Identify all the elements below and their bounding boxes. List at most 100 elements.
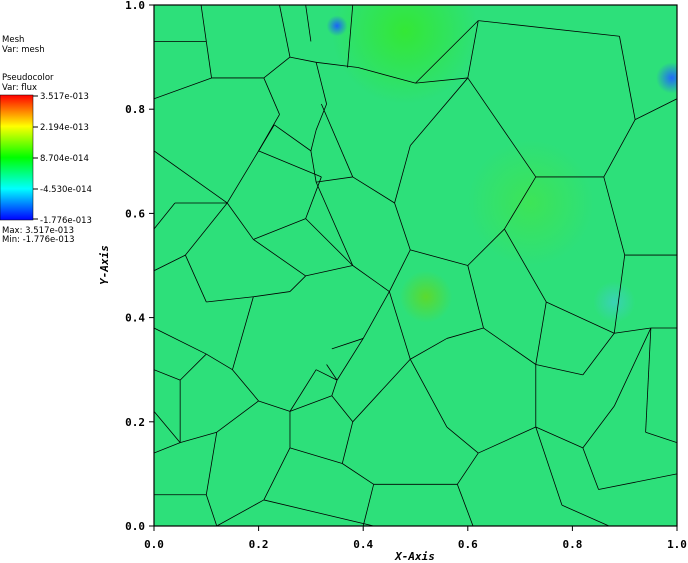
mesh-edge bbox=[409, 359, 448, 428]
x-tick-label: 1.0 bbox=[667, 538, 687, 551]
mesh-edge bbox=[274, 124, 312, 152]
mesh-edge bbox=[305, 176, 322, 219]
colorbar-ticks bbox=[33, 95, 38, 220]
mesh-edge bbox=[205, 494, 218, 526]
mesh-edge bbox=[316, 176, 353, 183]
mesh-edge bbox=[200, 5, 207, 42]
mesh-edge bbox=[614, 327, 651, 334]
mesh-edge bbox=[331, 338, 364, 350]
x-axis-title: X-Axis bbox=[394, 550, 435, 563]
mesh-edge bbox=[546, 301, 615, 334]
mesh-edge bbox=[362, 291, 390, 339]
mesh-edge bbox=[446, 327, 484, 339]
mesh-edge bbox=[582, 332, 615, 376]
mesh-edge bbox=[504, 228, 547, 303]
mesh-edge bbox=[154, 254, 186, 272]
field-highlight bbox=[593, 281, 636, 323]
mesh-edge bbox=[478, 20, 620, 37]
y-tick-label: 0.0 bbox=[125, 520, 145, 533]
mesh-edge bbox=[603, 119, 636, 178]
mesh-edge bbox=[206, 353, 233, 371]
mesh-edge bbox=[410, 249, 468, 266]
colorbar-label-max: 3.517e-013 bbox=[40, 92, 89, 102]
mesh-edge bbox=[645, 431, 677, 444]
mesh-edge bbox=[467, 77, 537, 178]
mesh-edge bbox=[289, 369, 317, 412]
mesh-edge bbox=[226, 202, 254, 240]
mesh-edge bbox=[305, 218, 354, 266]
mesh-edge bbox=[535, 364, 583, 376]
mesh-edge bbox=[634, 98, 677, 120]
mesh-edge bbox=[535, 301, 547, 365]
mesh-edge bbox=[467, 265, 484, 329]
mesh-edge bbox=[352, 265, 390, 292]
mesh-edge bbox=[603, 176, 626, 256]
mesh-edge bbox=[154, 150, 228, 204]
mesh-edge bbox=[388, 249, 411, 292]
mesh-edge bbox=[388, 291, 411, 360]
mesh-edge bbox=[619, 36, 636, 120]
mesh-edge bbox=[310, 129, 317, 151]
mesh-edge bbox=[154, 202, 176, 230]
mesh-edge bbox=[258, 400, 291, 412]
mesh-edge bbox=[415, 20, 479, 84]
data-min-label: Min: -1.776e-013 bbox=[2, 235, 75, 245]
mesh-edge bbox=[456, 484, 474, 526]
mesh-edge bbox=[289, 275, 306, 292]
x-tick-label: 0.6 bbox=[458, 538, 478, 551]
mesh-edge bbox=[258, 150, 322, 178]
mesh-edge bbox=[179, 353, 207, 381]
plot-area bbox=[154, 5, 677, 526]
mesh-edge bbox=[326, 364, 338, 381]
colorbar-label-min: -1.776e-013 bbox=[40, 216, 92, 226]
mesh-edge bbox=[410, 338, 448, 360]
mesh-edge bbox=[598, 473, 677, 490]
mesh-edge bbox=[263, 77, 280, 115]
y-tick-label: 0.8 bbox=[125, 103, 145, 116]
x-tick-label: 0.4 bbox=[353, 538, 373, 551]
y-tick-label: 1.0 bbox=[125, 0, 145, 12]
mesh-edge bbox=[613, 255, 626, 334]
mesh-edge bbox=[331, 395, 354, 423]
colorbar-label-2: 2.194e-013 bbox=[40, 123, 89, 133]
mesh-edge bbox=[226, 150, 259, 204]
mesh-edge bbox=[206, 296, 254, 303]
mesh-edge bbox=[289, 56, 317, 63]
mesh-edge bbox=[467, 228, 505, 266]
field-highlight bbox=[331, 5, 479, 104]
mesh-edge bbox=[315, 103, 327, 131]
mesh-edge bbox=[263, 447, 291, 501]
x-tick-label: 0.8 bbox=[562, 538, 582, 551]
plot-frame bbox=[153, 4, 678, 527]
mesh-edge bbox=[205, 41, 212, 78]
mesh-edge bbox=[362, 484, 375, 526]
mesh-edge bbox=[409, 77, 469, 146]
mesh-edge bbox=[289, 447, 343, 464]
mesh-edge bbox=[154, 77, 212, 100]
mesh-edge bbox=[154, 327, 207, 355]
mesh-edge bbox=[582, 447, 599, 490]
field-highlight bbox=[399, 270, 453, 323]
mesh-edge bbox=[263, 499, 374, 526]
mesh-edge bbox=[352, 359, 411, 423]
mesh-edge bbox=[232, 296, 254, 370]
y-tick-label: 0.6 bbox=[125, 207, 145, 220]
mesh-edge bbox=[289, 395, 332, 412]
mesh-edge bbox=[310, 150, 317, 183]
mesh-edge bbox=[352, 176, 395, 204]
mesh-edge bbox=[336, 338, 364, 381]
mesh-edge bbox=[253, 291, 291, 298]
mesh-edge bbox=[253, 218, 306, 240]
colorbar bbox=[0, 94, 34, 221]
mesh-edge bbox=[320, 103, 354, 178]
data-max-label: Max: 3.517e-013 bbox=[2, 226, 74, 236]
mesh-edge bbox=[232, 369, 259, 402]
mesh-edge bbox=[305, 5, 312, 42]
mesh-edge bbox=[205, 432, 218, 495]
mesh-edge bbox=[347, 5, 354, 68]
x-tick-label: 0.0 bbox=[144, 538, 164, 551]
mesh-edge bbox=[154, 442, 181, 454]
mesh-edge bbox=[154, 411, 181, 443]
y-tick-label: 0.2 bbox=[125, 416, 145, 429]
